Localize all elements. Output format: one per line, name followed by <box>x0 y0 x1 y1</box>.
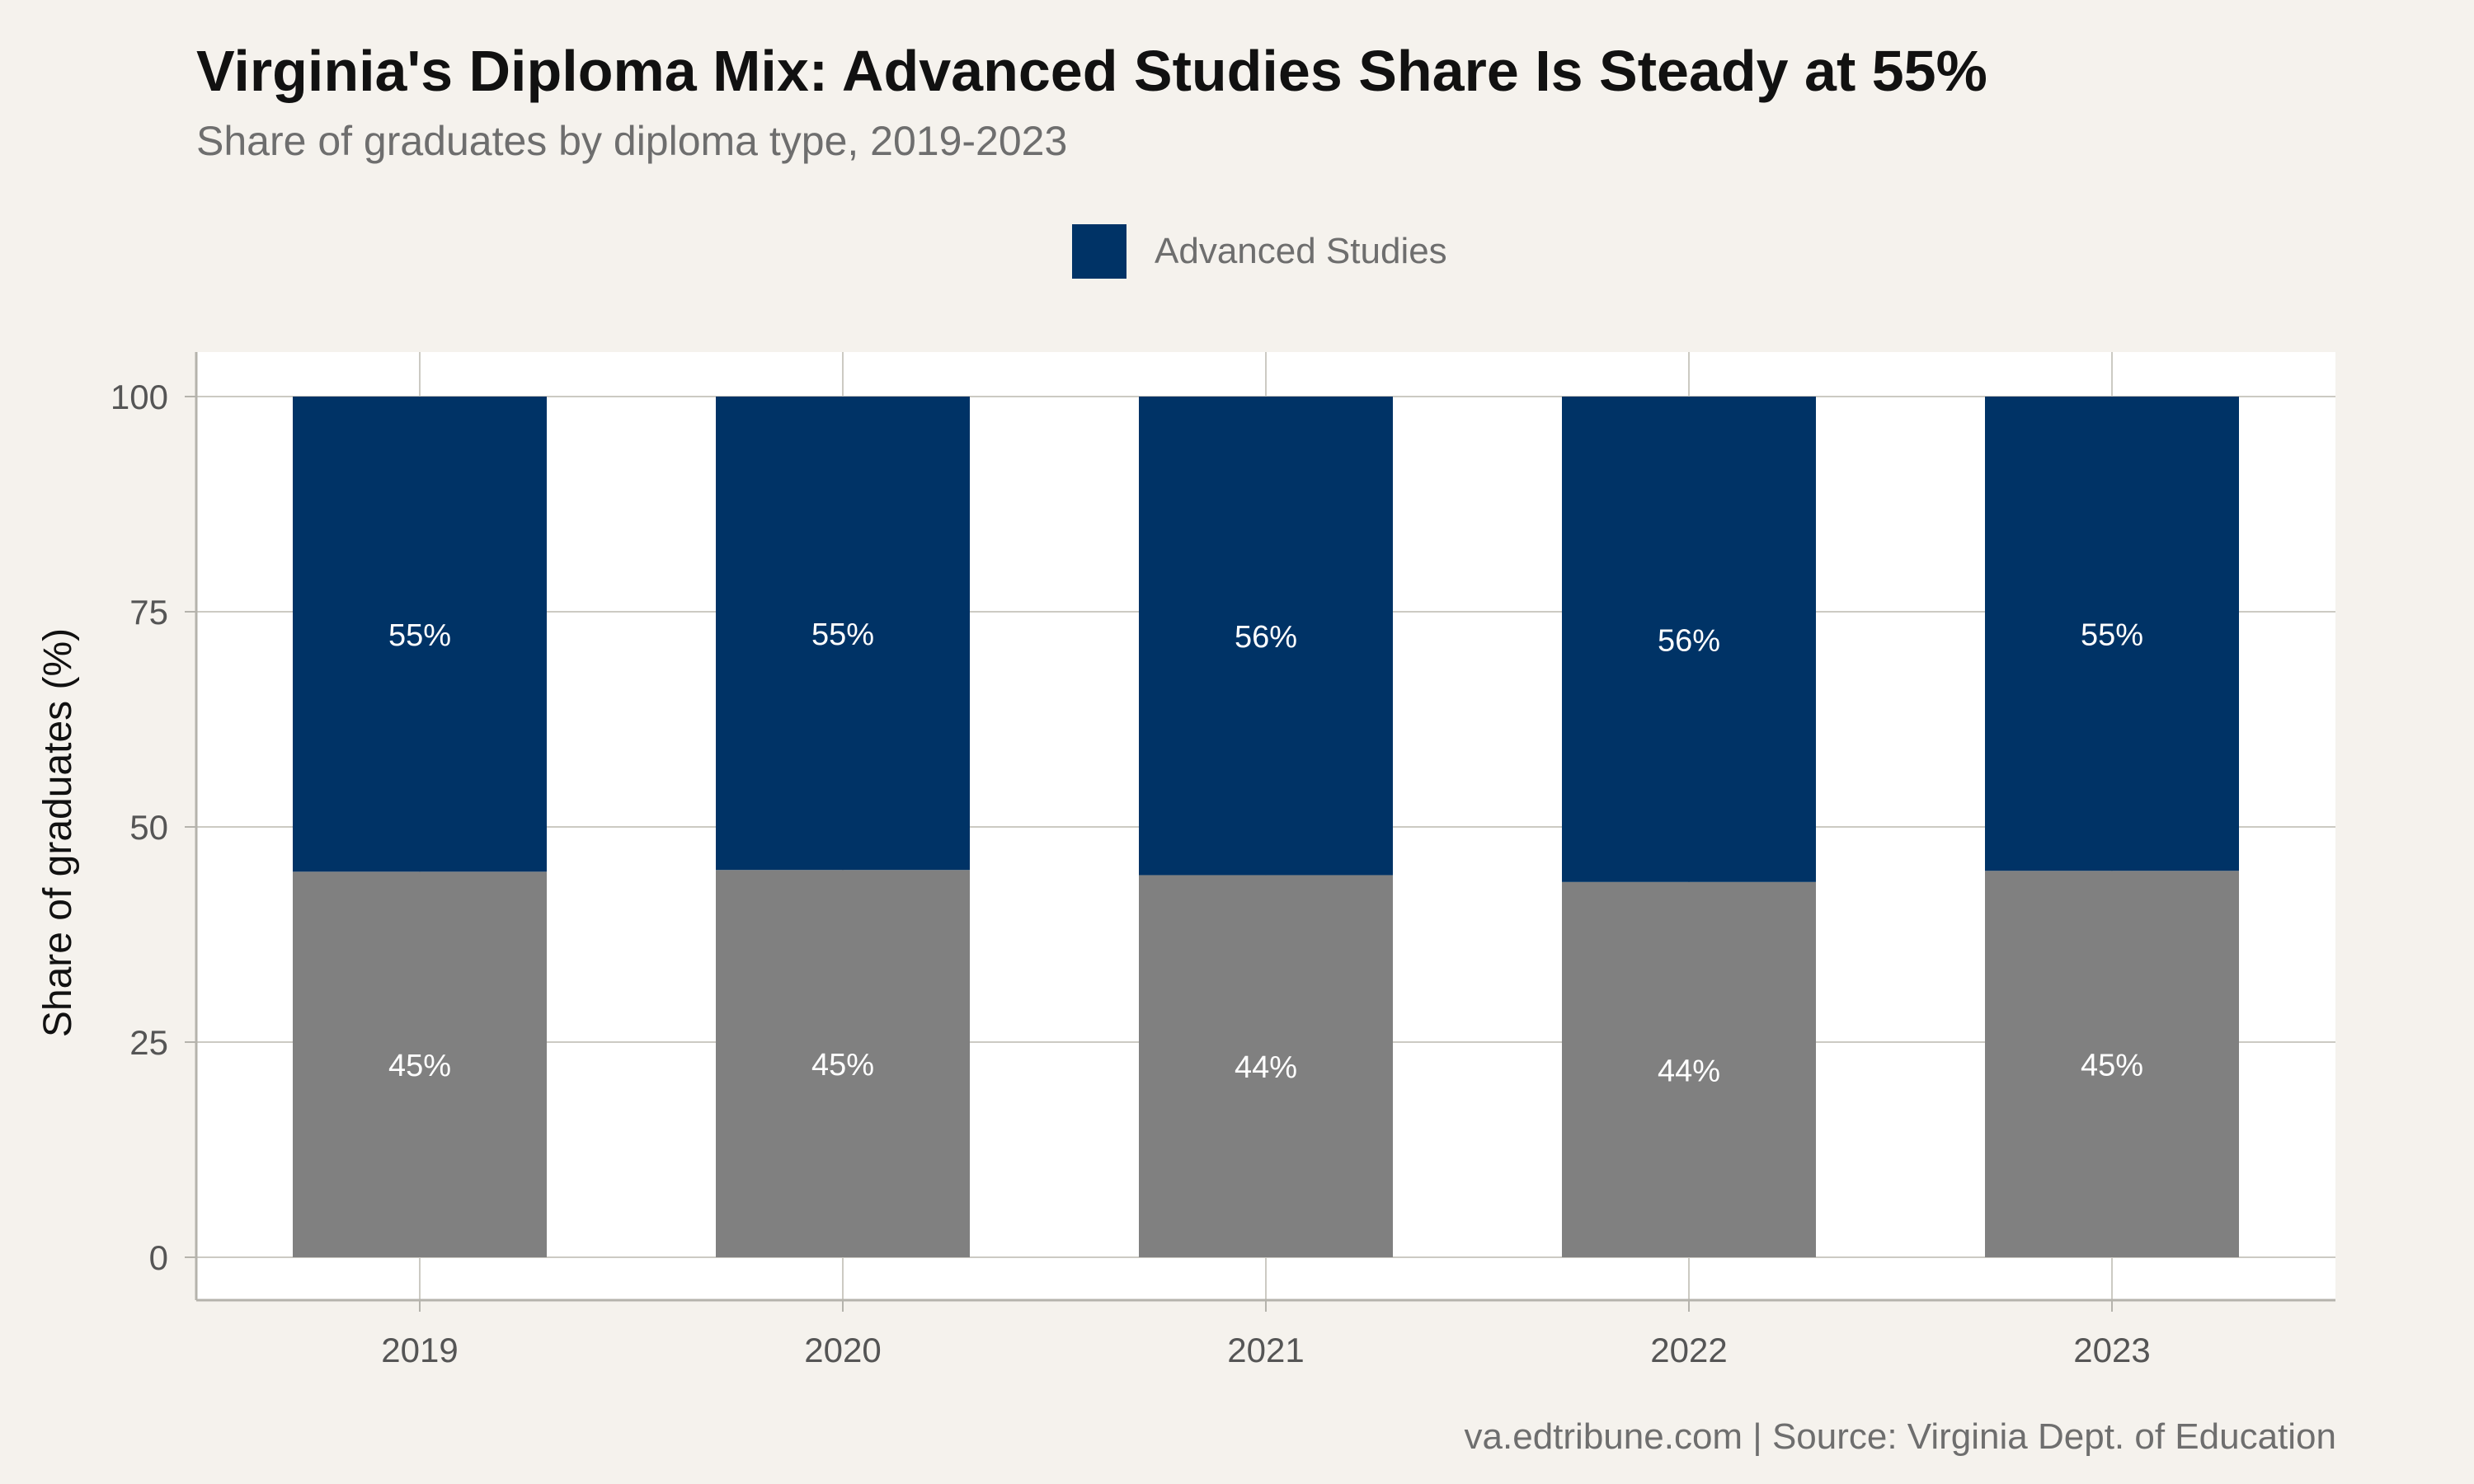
chart-subtitle: Share of graduates by diploma type, 2019… <box>196 118 1068 164</box>
legend: Advanced Studies <box>1072 224 1447 279</box>
bar-labels: 45% 55% 45% 55% 44% 56% 44% 56% 45% 55% <box>388 618 2143 1088</box>
chart-title: Virginia's Diploma Mix: Advanced Studies… <box>196 39 1987 103</box>
x-tick-label-2020: 2020 <box>804 1331 881 1369</box>
bar-label-2020-advanced-studies: 55% <box>811 618 874 652</box>
bar-2019-other <box>293 871 547 1257</box>
bar-2023-advanced-studies <box>1985 397 2239 871</box>
bar-label-2021-other: 44% <box>1235 1050 1297 1085</box>
x-tick-label-2019: 2019 <box>381 1331 458 1369</box>
legend-label-advanced-studies: Advanced Studies <box>1155 231 1447 271</box>
y-tick-label-50: 50 <box>129 808 168 847</box>
legend-swatch-advanced-studies <box>1072 224 1126 279</box>
bar-label-2019-other: 45% <box>388 1049 451 1083</box>
bar-2021-other <box>1139 875 1393 1257</box>
bar-2022-other <box>1562 881 1816 1257</box>
bar-2019-advanced-studies <box>293 397 547 872</box>
bar-2022-advanced-studies <box>1562 397 1816 882</box>
axes: 0 25 50 75 100 2019 2020 2021 2022 2023 <box>111 352 2335 1369</box>
bar-label-2023-other: 45% <box>2081 1049 2143 1083</box>
x-tick-label-2021: 2021 <box>1227 1331 1304 1369</box>
bar-2023-other <box>1985 871 2239 1257</box>
x-tick-label-2022: 2022 <box>1650 1331 1727 1369</box>
bar-label-2022-other: 44% <box>1658 1054 1720 1088</box>
y-axis-title: Share of graduates (%) <box>36 628 80 1037</box>
y-tick-label-75: 75 <box>129 593 168 632</box>
bar-label-2023-advanced-studies: 55% <box>2081 618 2143 653</box>
bar-label-2020-other: 45% <box>811 1048 874 1082</box>
y-tick-label-25: 25 <box>129 1023 168 1062</box>
bar-label-2021-advanced-studies: 56% <box>1235 620 1297 655</box>
bar-2021-advanced-studies <box>1139 397 1393 876</box>
source-caption: va.edtribune.com | Source: Virginia Dept… <box>1464 1416 2336 1457</box>
bar-label-2022-advanced-studies: 56% <box>1658 623 1720 658</box>
y-tick-label-100: 100 <box>111 378 168 416</box>
bars <box>293 397 2239 1257</box>
bar-2020-other <box>716 870 970 1257</box>
x-tick-label-2023: 2023 <box>2073 1331 2150 1369</box>
y-tick-label-0: 0 <box>149 1238 168 1277</box>
bar-label-2019-advanced-studies: 55% <box>388 618 451 653</box>
bar-2020-advanced-studies <box>716 397 970 871</box>
